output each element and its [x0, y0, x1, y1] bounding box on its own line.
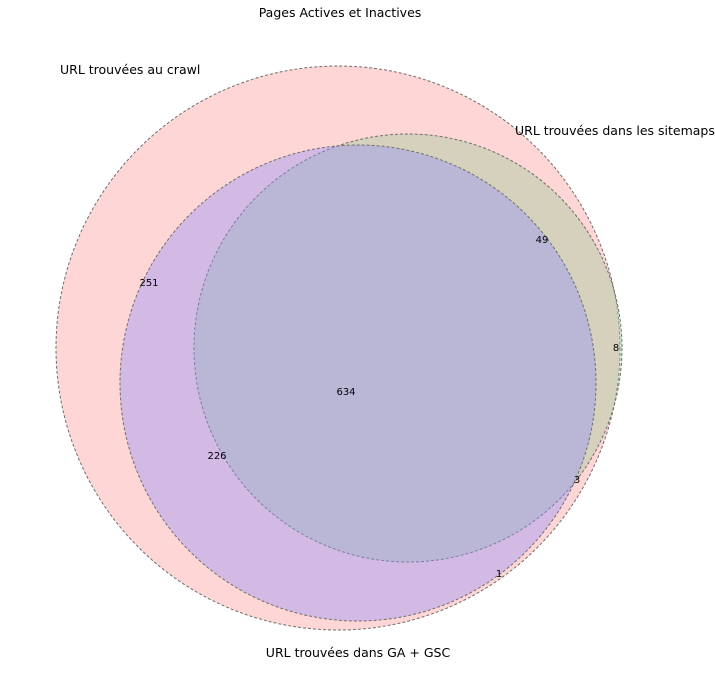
chart-title: Pages Actives et Inactives [259, 5, 422, 20]
circle-sitemaps [193, 133, 623, 563]
circle-ga-gsc [119, 144, 597, 622]
region-count-crawl-sitemaps: 49 [536, 235, 549, 246]
region-count-sitemaps-ga: 3 [574, 475, 580, 486]
set-label-sitemaps: URL trouvées dans les sitemaps [515, 123, 715, 138]
set-label-ga-gsc: URL trouvées dans GA + GSC [266, 645, 451, 660]
region-count-crawl-ga: 226 [207, 451, 226, 462]
region-count-sitemaps-only: 8 [613, 343, 619, 354]
region-count-crawl-only: 251 [139, 278, 158, 289]
region-count-all-three: 634 [336, 387, 355, 398]
circle-crawl [55, 65, 621, 631]
region-count-ga-only: 1 [496, 569, 502, 580]
circles [55, 65, 623, 631]
set-label-crawl: URL trouvées au crawl [60, 62, 200, 77]
